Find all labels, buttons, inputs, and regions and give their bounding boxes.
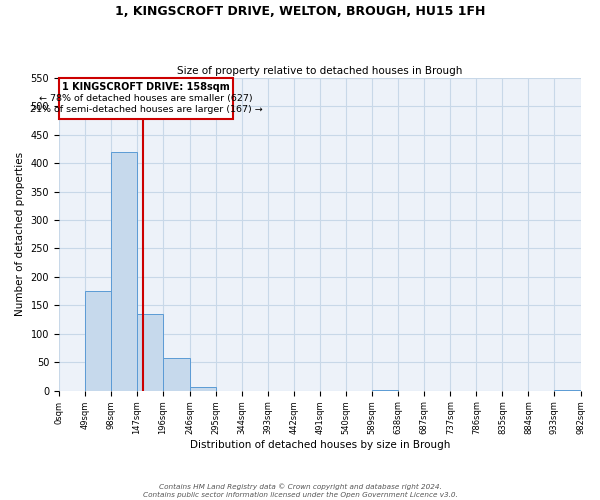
- Text: Contains HM Land Registry data © Crown copyright and database right 2024.
Contai: Contains HM Land Registry data © Crown c…: [143, 484, 457, 498]
- Y-axis label: Number of detached properties: Number of detached properties: [15, 152, 25, 316]
- Text: 1 KINGSCROFT DRIVE: 158sqm: 1 KINGSCROFT DRIVE: 158sqm: [62, 82, 230, 92]
- Bar: [137, 314, 163, 390]
- Bar: [190, 386, 215, 390]
- Text: 21% of semi-detached houses are larger (167) →: 21% of semi-detached houses are larger (…: [30, 105, 263, 114]
- Text: 1, KINGSCROFT DRIVE, WELTON, BROUGH, HU15 1FH: 1, KINGSCROFT DRIVE, WELTON, BROUGH, HU1…: [115, 5, 485, 18]
- X-axis label: Distribution of detached houses by size in Brough: Distribution of detached houses by size …: [190, 440, 450, 450]
- Text: ← 78% of detached houses are smaller (627): ← 78% of detached houses are smaller (62…: [40, 94, 253, 102]
- Title: Size of property relative to detached houses in Brough: Size of property relative to detached ho…: [177, 66, 463, 76]
- FancyBboxPatch shape: [59, 78, 233, 118]
- Bar: [111, 152, 137, 390]
- Bar: [163, 358, 190, 390]
- Bar: [85, 291, 111, 390]
